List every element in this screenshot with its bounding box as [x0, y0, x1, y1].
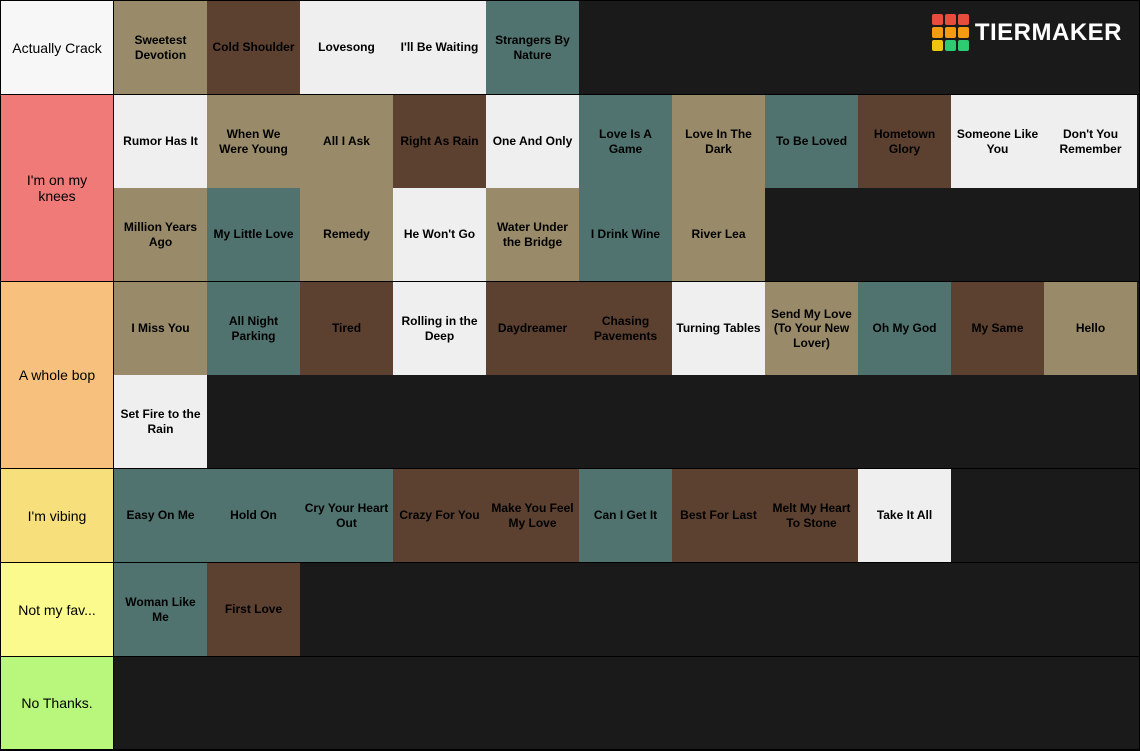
- tier-label[interactable]: No Thanks.: [1, 657, 114, 749]
- tier-item[interactable]: Cold Shoulder: [207, 1, 300, 94]
- tier-item[interactable]: He Won't Go: [393, 188, 486, 281]
- tier-item[interactable]: Water Under the Bridge: [486, 188, 579, 281]
- tier-item[interactable]: Strangers By Nature: [486, 1, 579, 94]
- tier-item[interactable]: Oh My God: [858, 282, 951, 375]
- tier-row: I'm on my kneesRumor Has ItWhen We Were …: [1, 95, 1139, 282]
- tier-item[interactable]: Chasing Pavements: [579, 282, 672, 375]
- tier-item[interactable]: Sweetest Devotion: [114, 1, 207, 94]
- tier-item[interactable]: Best For Last: [672, 469, 765, 562]
- tier-item[interactable]: Can I Get It: [579, 469, 672, 562]
- tier-item[interactable]: Rumor Has It: [114, 95, 207, 188]
- tier-item[interactable]: First Love: [207, 563, 300, 656]
- tier-item[interactable]: Remedy: [300, 188, 393, 281]
- logo-cell: [958, 40, 969, 51]
- tier-label[interactable]: Actually Crack: [1, 1, 114, 94]
- tier-item[interactable]: Melt My Heart To Stone: [765, 469, 858, 562]
- tier-item[interactable]: I Drink Wine: [579, 188, 672, 281]
- tier-item[interactable]: Someone Like You: [951, 95, 1044, 188]
- logo-cell: [945, 14, 956, 25]
- tier-row: Not my fav...Woman Like MeFirst Love: [1, 563, 1139, 657]
- logo-text: TIERMAKER: [975, 19, 1122, 47]
- tier-item[interactable]: All Night Parking: [207, 282, 300, 375]
- tier-item[interactable]: Take It All: [858, 469, 951, 562]
- tier-items[interactable]: I Miss YouAll Night ParkingTiredRolling …: [114, 282, 1139, 468]
- logo-cell: [945, 27, 956, 38]
- tier-item[interactable]: Love Is A Game: [579, 95, 672, 188]
- tier-item[interactable]: Hold On: [207, 469, 300, 562]
- tier-item[interactable]: Hometown Glory: [858, 95, 951, 188]
- logo-cell: [958, 14, 969, 25]
- tier-item[interactable]: Right As Rain: [393, 95, 486, 188]
- tier-items[interactable]: Easy On MeHold OnCry Your Heart OutCrazy…: [114, 469, 1139, 562]
- tier-label[interactable]: I'm vibing: [1, 469, 114, 562]
- tier-item[interactable]: Rolling in the Deep: [393, 282, 486, 375]
- tier-row: A whole bopI Miss YouAll Night ParkingTi…: [1, 282, 1139, 469]
- logo-cell: [932, 14, 943, 25]
- tier-items[interactable]: Woman Like MeFirst Love: [114, 563, 1139, 656]
- tier-item[interactable]: My Same: [951, 282, 1044, 375]
- tier-item[interactable]: Make You Feel My Love: [486, 469, 579, 562]
- tier-item[interactable]: Cry Your Heart Out: [300, 469, 393, 562]
- tier-item[interactable]: I'll Be Waiting: [393, 1, 486, 94]
- tier-item[interactable]: Lovesong: [300, 1, 393, 94]
- tier-item[interactable]: Send My Love (To Your New Lover): [765, 282, 858, 375]
- tier-item[interactable]: Turning Tables: [672, 282, 765, 375]
- logo-cell: [932, 27, 943, 38]
- tier-item[interactable]: River Lea: [672, 188, 765, 281]
- logo-cell: [932, 40, 943, 51]
- logo-cell: [945, 40, 956, 51]
- tier-item[interactable]: Tired: [300, 282, 393, 375]
- tier-label[interactable]: Not my fav...: [1, 563, 114, 656]
- tier-item[interactable]: Woman Like Me: [114, 563, 207, 656]
- tier-item[interactable]: Crazy For You: [393, 469, 486, 562]
- tier-items[interactable]: Rumor Has ItWhen We Were YoungAll I AskR…: [114, 95, 1139, 281]
- tier-item[interactable]: Daydreamer: [486, 282, 579, 375]
- logo-cell: [958, 27, 969, 38]
- tier-item[interactable]: Set Fire to the Rain: [114, 375, 207, 468]
- tier-item[interactable]: All I Ask: [300, 95, 393, 188]
- tier-item[interactable]: Don't You Remember: [1044, 95, 1137, 188]
- tier-item[interactable]: Easy On Me: [114, 469, 207, 562]
- tier-row: No Thanks.: [1, 657, 1139, 750]
- tier-item[interactable]: Million Years Ago: [114, 188, 207, 281]
- tier-label[interactable]: I'm on my knees: [1, 95, 114, 281]
- tier-item[interactable]: One And Only: [486, 95, 579, 188]
- tier-row: I'm vibingEasy On MeHold OnCry Your Hear…: [1, 469, 1139, 563]
- logo-grid-icon: [932, 14, 969, 51]
- tier-item[interactable]: When We Were Young: [207, 95, 300, 188]
- tiermaker-logo: TIERMAKER: [932, 14, 1122, 51]
- tier-item[interactable]: My Little Love: [207, 188, 300, 281]
- tier-items[interactable]: [114, 657, 1139, 749]
- tier-item[interactable]: To Be Loved: [765, 95, 858, 188]
- tier-list: Actually CrackSweetest DevotionCold Shou…: [0, 0, 1140, 751]
- tier-item[interactable]: Love In The Dark: [672, 95, 765, 188]
- tier-label[interactable]: A whole bop: [1, 282, 114, 468]
- tier-item[interactable]: I Miss You: [114, 282, 207, 375]
- tier-item[interactable]: Hello: [1044, 282, 1137, 375]
